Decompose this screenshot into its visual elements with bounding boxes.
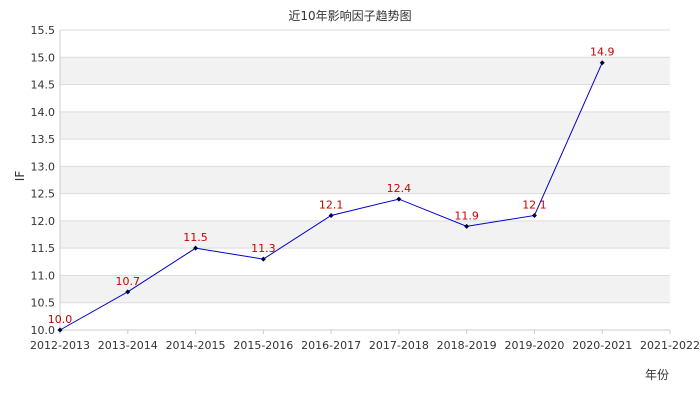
x-tick-label: 2012-2013 [30,339,90,352]
grid-band [60,275,670,303]
y-tick-label: 13.0 [31,160,56,173]
chart-title: 近10年影响因子趋势图 [288,8,411,23]
data-point [531,212,537,218]
grid-band [60,111,670,140]
grid-band [60,57,670,85]
data-point [193,245,199,251]
y-tick-label: 14.0 [31,106,56,119]
y-tick-labels: 10.0 10.5 11.0 11.5 12.0 12.5 13.0 13.5 14.0 14.5… [31,24,56,337]
data-label: 10.7 [116,275,141,288]
data-label: 11.3 [251,242,276,255]
y-tick-label: 15.5 [31,24,56,37]
y-tick-label: 12.0 [31,215,56,228]
grid-band [60,220,670,249]
x-tick-label: 2020-2021 [572,339,632,352]
data-label: 11.9 [454,209,479,222]
data-point [260,256,266,262]
data-label: 14.9 [590,46,615,59]
x-tick-labels: 2012-2013 2013-2014 2014-2015 2015-2016 2016… [30,339,700,352]
x-axis-label: 年份 [645,368,669,382]
data-point [125,289,131,295]
data-label: 12.1 [319,198,344,211]
x-tick-label: 2015-2016 [233,339,293,352]
y-tick-label: 15.0 [31,51,56,64]
x-tick-label: 2019-2020 [504,339,564,352]
series [57,60,605,333]
data-label: 12.4 [387,182,412,195]
data-label: 10.0 [48,313,73,326]
y-tick-label: 10.0 [31,324,56,337]
gridlines [60,29,670,331]
x-tick-label: 2017-2018 [369,339,429,352]
y-tick-label: 11.0 [31,269,56,282]
y-tick-label: 10.5 [31,297,56,310]
data-point [464,223,470,229]
y-tick-label: 14.5 [31,79,56,92]
x-tick-label: 2016-2017 [301,339,361,352]
data-point [57,327,63,333]
x-tick-label: 2021-2022 [640,339,700,352]
grid-bands [60,57,670,303]
y-tick-label: 12.5 [31,188,56,201]
data-label: 11.5 [183,231,208,244]
x-tick-label: 2014-2015 [166,339,226,352]
data-point [599,60,605,66]
y-tick-label: 13.5 [31,133,56,146]
grid-band [60,166,670,194]
y-tick-label: 11.5 [31,242,56,255]
x-tick-label: 2013-2014 [98,339,158,352]
data-labels: 10.0 10.7 11.5 11.3 12.1 12.4 11.9 12.1 14.9 [48,46,615,326]
data-label: 12.1 [522,198,547,211]
data-point [396,196,402,202]
y-axis-label: IF [13,171,27,182]
x-tick-label: 2018-2019 [437,339,497,352]
data-point [328,212,334,218]
